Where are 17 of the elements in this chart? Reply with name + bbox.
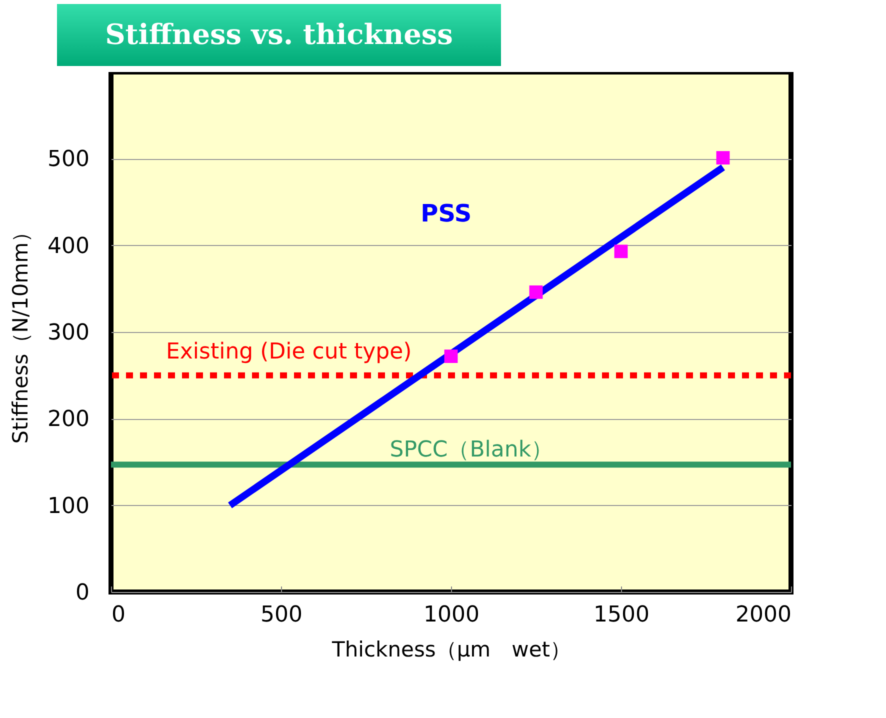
ref-line-label: SPCC（Blank） bbox=[390, 438, 554, 463]
x-tick-label: 1500 bbox=[594, 602, 650, 628]
x-tick-label: 2000 bbox=[736, 602, 792, 628]
ref-line-label: Existing (Die cut type) bbox=[166, 339, 412, 364]
x-tick-label: 0 bbox=[112, 602, 126, 628]
y-tick-label: 300 bbox=[48, 320, 90, 346]
x-tick-label: 1000 bbox=[424, 602, 480, 628]
y-tick-label: 400 bbox=[48, 234, 90, 259]
y-tick-label: 200 bbox=[48, 407, 90, 432]
text: PSS bbox=[420, 199, 472, 228]
y-tick-label: 500 bbox=[48, 147, 90, 172]
y-tick-label: 100 bbox=[48, 494, 90, 519]
x-axis-title: Thickness（μm wet） bbox=[331, 638, 571, 662]
chart-title: Stiffness vs. thickness bbox=[57, 4, 501, 66]
y-tick-label: 0 bbox=[76, 580, 90, 606]
y-axis-title: Stiffness（N/10mm） bbox=[8, 221, 33, 444]
x-tick-label: 500 bbox=[260, 602, 302, 628]
